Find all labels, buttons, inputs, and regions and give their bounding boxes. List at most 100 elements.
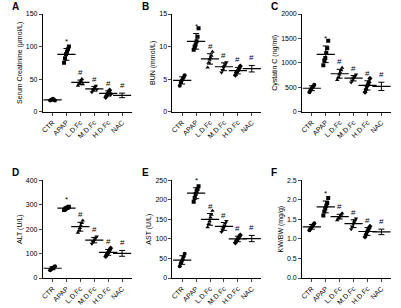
svg-text:#: # <box>78 68 83 77</box>
svg-text:*: * <box>65 195 68 204</box>
svg-text:0: 0 <box>293 108 297 115</box>
svg-text:L.D.Fc: L.D.Fc <box>64 118 84 138</box>
svg-text:300: 300 <box>26 201 38 208</box>
svg-text:*: * <box>65 37 68 46</box>
svg-text:#: # <box>379 217 384 226</box>
svg-text:M.D.Fc: M.D.Fc <box>206 118 227 139</box>
svg-text:NAC: NAC <box>110 119 125 134</box>
svg-text:250: 250 <box>155 177 167 184</box>
svg-text:#: # <box>221 51 226 60</box>
svg-text:H.D.Fc: H.D.Fc <box>91 285 112 306</box>
svg-text:0: 0 <box>34 108 38 115</box>
svg-text:L.D.Fc: L.D.Fc <box>323 285 343 305</box>
svg-text:APAP: APAP <box>52 285 70 303</box>
svg-text:*: * <box>195 176 198 185</box>
svg-text:H.D.Fc: H.D.Fc <box>350 285 371 306</box>
svg-text:#: # <box>221 211 226 220</box>
svg-text:2.0: 2.0 <box>287 196 297 203</box>
svg-text:F: F <box>271 167 277 178</box>
svg-text:B: B <box>142 1 149 12</box>
svg-text:APAP: APAP <box>311 119 329 137</box>
svg-text:100: 100 <box>26 43 38 50</box>
svg-text:M.D.Fc: M.D.Fc <box>336 285 357 306</box>
svg-text:*: * <box>324 189 327 198</box>
svg-text:400: 400 <box>26 177 38 184</box>
svg-text:Serum Creatinine (μmol/L): Serum Creatinine (μmol/L) <box>16 22 24 104</box>
svg-text:KW/BW (mg/g): KW/BW (mg/g) <box>277 206 285 253</box>
svg-text:#: # <box>106 237 111 246</box>
svg-text:15: 15 <box>159 10 167 17</box>
svg-text:200: 200 <box>26 226 38 233</box>
svg-text:#: # <box>365 216 370 225</box>
svg-text:#: # <box>351 208 356 217</box>
svg-text:0: 0 <box>163 274 167 281</box>
svg-text:#: # <box>208 42 213 51</box>
svg-text:*: * <box>324 34 327 43</box>
svg-text:500: 500 <box>285 84 297 91</box>
svg-text:H.D.Fc: H.D.Fc <box>221 285 242 306</box>
svg-text:M.D.Fc: M.D.Fc <box>77 118 98 139</box>
svg-text:150: 150 <box>26 10 38 17</box>
svg-text:CTR: CTR <box>41 285 56 300</box>
svg-text:#: # <box>337 202 342 211</box>
svg-text:0.5: 0.5 <box>287 255 297 262</box>
svg-text:CTR: CTR <box>300 285 315 300</box>
svg-text:L.D.Fc: L.D.Fc <box>323 118 343 138</box>
svg-text:L.D.Fc: L.D.Fc <box>194 285 214 305</box>
svg-text:H.D.Fc: H.D.Fc <box>91 118 112 139</box>
svg-text:0: 0 <box>163 108 167 115</box>
svg-text:NAC: NAC <box>369 119 384 134</box>
svg-text:#: # <box>235 224 240 233</box>
svg-text:APAP: APAP <box>311 285 329 303</box>
svg-text:#: # <box>351 64 356 73</box>
svg-text:H.D.Fc: H.D.Fc <box>350 118 371 139</box>
svg-text:#: # <box>365 69 370 78</box>
svg-text:#: # <box>106 79 111 88</box>
svg-text:E: E <box>142 167 149 178</box>
svg-text:#: # <box>235 55 240 64</box>
svg-text:M.D.Fc: M.D.Fc <box>206 285 227 306</box>
svg-text:2000: 2000 <box>281 10 297 17</box>
svg-text:BUN (mmol/L): BUN (mmol/L) <box>149 41 157 85</box>
svg-text:APAP: APAP <box>182 285 200 303</box>
svg-text:50: 50 <box>159 255 167 262</box>
svg-text:CTR: CTR <box>300 119 315 134</box>
svg-text:2.5: 2.5 <box>287 177 297 184</box>
svg-text:CTR: CTR <box>41 119 56 134</box>
svg-text:APAP: APAP <box>182 119 200 137</box>
svg-text:NAC: NAC <box>369 285 384 300</box>
svg-text:#: # <box>92 75 97 84</box>
svg-text:AST (U/L): AST (U/L) <box>145 214 153 245</box>
svg-text:M.D.Fc: M.D.Fc <box>336 118 357 139</box>
svg-text:C: C <box>271 1 278 12</box>
svg-text:ALT (U/L): ALT (U/L) <box>16 214 24 244</box>
svg-text:#: # <box>208 202 213 211</box>
svg-text:L.D.Fc: L.D.Fc <box>64 285 84 305</box>
svg-text:1.0: 1.0 <box>287 235 297 242</box>
svg-text:D: D <box>12 167 19 178</box>
svg-text:10: 10 <box>159 43 167 50</box>
svg-text:*: * <box>195 22 198 31</box>
svg-text:NAC: NAC <box>240 119 255 134</box>
svg-text:Cystatin C (ng/ml): Cystatin C (ng/ml) <box>271 35 279 91</box>
svg-text:#: # <box>78 210 83 219</box>
svg-text:APAP: APAP <box>52 119 70 137</box>
svg-text:CTR: CTR <box>170 285 185 300</box>
svg-text:A: A <box>12 1 19 12</box>
svg-text:#: # <box>120 81 125 90</box>
svg-text:#: # <box>249 223 254 232</box>
svg-text:1000: 1000 <box>281 59 297 66</box>
svg-text:M.D.Fc: M.D.Fc <box>77 285 98 306</box>
svg-text:NAC: NAC <box>110 285 125 300</box>
svg-text:50: 50 <box>30 76 38 83</box>
svg-text:#: # <box>379 70 384 79</box>
svg-text:CTR: CTR <box>170 119 185 134</box>
svg-text:200: 200 <box>155 196 167 203</box>
svg-text:1500: 1500 <box>281 35 297 42</box>
svg-text:#: # <box>249 53 254 62</box>
svg-text:#: # <box>120 238 125 247</box>
svg-text:100: 100 <box>155 235 167 242</box>
svg-text:L.D.Fc: L.D.Fc <box>194 118 214 138</box>
svg-text:0.0: 0.0 <box>287 274 297 281</box>
svg-text:0: 0 <box>34 274 38 281</box>
